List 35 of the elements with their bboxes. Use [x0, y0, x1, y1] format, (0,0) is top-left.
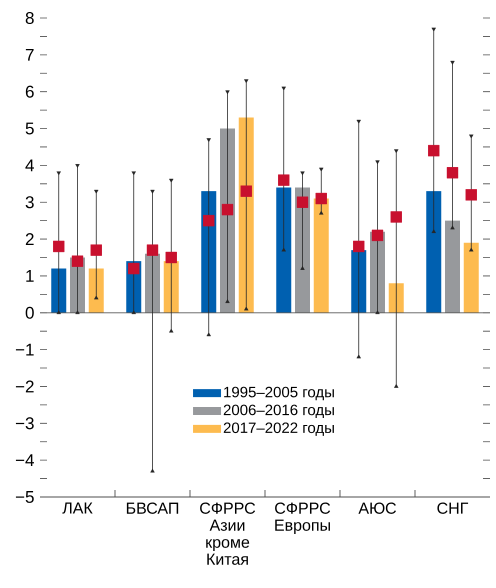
bar	[426, 191, 442, 313]
y-tick-label: 6	[26, 86, 34, 98]
bar	[145, 254, 160, 313]
legend-label: 2017–2022 годы	[224, 422, 334, 436]
y-tick-label: 3	[26, 196, 34, 208]
y-tick-label: 2	[26, 233, 34, 246]
y-tick-label: 1	[26, 270, 34, 282]
y-tick-label: −3	[16, 417, 34, 430]
y-tick-label: −1	[16, 344, 34, 356]
bar	[314, 198, 329, 313]
x-tick-label: БВСАП	[126, 502, 178, 514]
bar	[445, 220, 460, 313]
y-tick-label: 4	[25, 160, 34, 172]
legend-label: 2006–2016 годы	[224, 404, 334, 418]
y-tick-label: 0	[26, 306, 34, 319]
x-tick-label: СНГ	[437, 502, 468, 514]
bar	[51, 268, 66, 313]
bar	[238, 117, 254, 313]
bar	[88, 268, 104, 313]
bar	[388, 283, 404, 313]
y-tick-label: −2	[16, 380, 34, 392]
bar	[464, 242, 479, 313]
x-tick-label: СФРРС Азии кроме Китая	[200, 502, 256, 565]
x-tick-label: ЛАК	[62, 502, 93, 514]
y-tick-label: 5	[26, 122, 34, 134]
y-tick-label: 7	[26, 48, 34, 61]
legend-label: 1995–2005 годы	[224, 386, 334, 400]
x-tick-label: СФРРС Европы	[275, 502, 330, 534]
y-tick-label: −5	[16, 491, 34, 503]
y-tick-label: −4	[16, 454, 34, 466]
y-tick-label: 8	[26, 12, 34, 24]
bar	[276, 187, 292, 313]
x-tick-label: АЮС	[358, 502, 396, 514]
bar	[164, 261, 179, 313]
bar	[351, 250, 366, 313]
